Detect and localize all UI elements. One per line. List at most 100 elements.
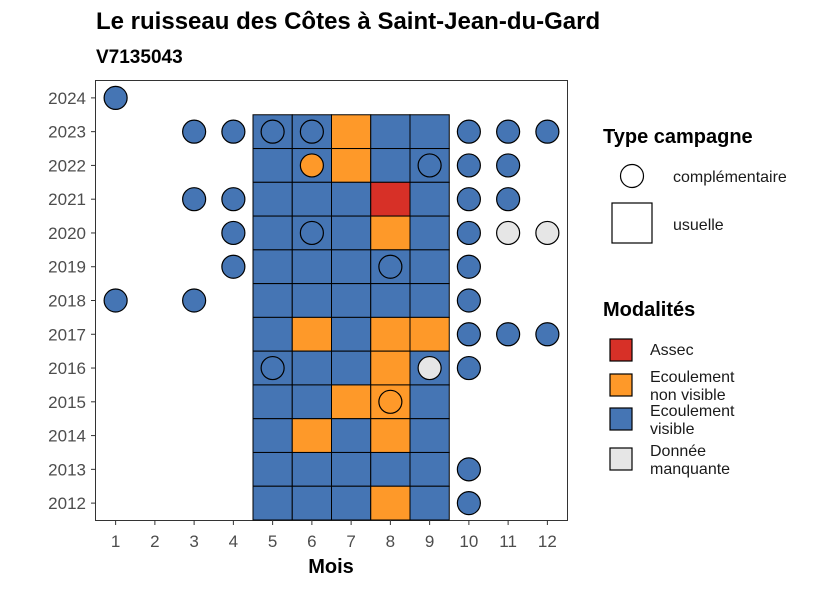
point-2013-10 xyxy=(456,457,481,482)
point-2017-12 xyxy=(535,322,560,347)
legend-label-3: manquante xyxy=(650,461,730,478)
cell-2022-7 xyxy=(331,148,372,183)
cell-2023-9 xyxy=(409,114,450,150)
y-tick-label: 2017 xyxy=(48,325,86,344)
point-2016-5 xyxy=(260,355,285,381)
cell-2014-5 xyxy=(252,418,293,453)
point-2022-9 xyxy=(417,153,442,178)
cell-2015-7 xyxy=(331,384,372,420)
cell-2013-5 xyxy=(252,451,293,487)
x-axis-title: Mois xyxy=(308,556,354,578)
cell-2020-7 xyxy=(331,215,372,251)
cell-2017-6 xyxy=(291,316,332,352)
point-2023-6 xyxy=(299,119,324,144)
cell-2014-7 xyxy=(331,418,372,453)
point-2016-9 xyxy=(417,355,442,381)
point-2021-3 xyxy=(182,187,207,212)
chart-title: Le ruisseau des Côtes à Saint-Jean-du-Ga… xyxy=(96,8,600,35)
y-tick-label: 2023 xyxy=(48,123,86,142)
cell-2021-9 xyxy=(409,181,450,217)
cell-2021-6 xyxy=(291,181,332,217)
y-tick-label: 2022 xyxy=(48,156,86,175)
y-tick-label: 2016 xyxy=(48,359,86,378)
y-tick-label: 2012 xyxy=(48,494,86,513)
cell-2022-5 xyxy=(252,148,293,183)
cell-2021-8 xyxy=(370,181,411,217)
cell-2019-9 xyxy=(409,249,450,285)
cell-2018-7 xyxy=(331,283,372,318)
point-2019-8 xyxy=(378,254,403,279)
point-2021-4 xyxy=(221,187,246,212)
cell-2013-8 xyxy=(370,451,411,487)
cell-2018-9 xyxy=(409,283,450,318)
point-2022-6 xyxy=(299,153,324,178)
cell-2018-6 xyxy=(291,283,332,318)
x-axis: 1 2 3 4 5 6 7 8 9 10 11 12 xyxy=(111,520,557,551)
cell-2020-5 xyxy=(252,215,293,251)
x-tick-label: 11 xyxy=(499,532,517,551)
legend-type-label-1: usuelle xyxy=(673,217,724,234)
point-2019-10 xyxy=(456,254,481,279)
cell-2016-7 xyxy=(331,350,372,386)
cell-2012-8 xyxy=(370,485,411,521)
cell-2023-8 xyxy=(370,114,411,150)
legend-swatch-3 xyxy=(609,447,633,471)
legend-square-symbol xyxy=(611,202,653,244)
y-tick-label: 2014 xyxy=(48,427,86,446)
legend-circle-symbol xyxy=(619,163,645,189)
chart-subtitle: V7135043 xyxy=(96,47,183,68)
point-2019-4 xyxy=(221,254,246,279)
legend-type-campagne: Type campagne complémentaire usuelle xyxy=(603,126,787,244)
legend-type-label-0: complémentaire xyxy=(673,169,787,186)
legend-label-2: Ecoulement xyxy=(650,403,735,420)
point-2017-11 xyxy=(496,322,521,347)
point-2021-11 xyxy=(496,187,521,212)
point-2022-11 xyxy=(496,153,521,178)
point-2012-10 xyxy=(456,491,481,516)
point-2017-10 xyxy=(456,322,481,347)
legend-label-1: Ecoulement xyxy=(650,369,735,386)
point-2023-10 xyxy=(456,119,481,144)
point-2018-1 xyxy=(103,288,128,313)
cell-2016-6 xyxy=(291,350,332,386)
cell-2015-6 xyxy=(291,384,332,420)
cell-2020-8 xyxy=(370,215,411,251)
cell-2019-6 xyxy=(291,249,332,285)
point-2023-3 xyxy=(182,119,207,144)
point-2023-5 xyxy=(260,119,285,144)
cell-2013-7 xyxy=(331,451,372,487)
cell-2013-6 xyxy=(291,451,332,487)
cell-2020-9 xyxy=(409,215,450,251)
cell-2012-7 xyxy=(331,485,372,521)
cell-2012-6 xyxy=(291,485,332,521)
x-tick-label: 5 xyxy=(268,532,277,551)
cell-2019-7 xyxy=(331,249,372,285)
y-tick-label: 2021 xyxy=(48,190,86,209)
legend-label-1: non visible xyxy=(650,387,726,404)
legend-swatch-2 xyxy=(609,407,633,431)
cell-2016-8 xyxy=(370,350,411,386)
point-2018-10 xyxy=(456,288,481,313)
point-2024-1 xyxy=(103,85,128,110)
x-tick-label: 3 xyxy=(189,532,198,551)
cell-2017-9 xyxy=(409,316,450,352)
cell-2018-5 xyxy=(252,283,293,318)
x-tick-label: 4 xyxy=(229,532,238,551)
point-2020-10 xyxy=(456,220,481,246)
cell-2012-5 xyxy=(252,485,293,521)
y-tick-label: 2019 xyxy=(48,258,86,277)
legend-modalites-title: Modalités xyxy=(603,299,695,321)
cell-2017-7 xyxy=(331,316,372,352)
cell-2015-9 xyxy=(409,384,450,420)
cell-2022-8 xyxy=(370,148,411,183)
x-tick-label: 1 xyxy=(111,532,120,551)
point-2023-4 xyxy=(221,119,246,144)
legend-type-title: Type campagne xyxy=(603,126,753,148)
x-tick-label: 6 xyxy=(307,532,316,551)
y-axis: 2012 2013 2014 2015 2016 2017 2018 2019 2020 2021… xyxy=(48,89,96,513)
point-2016-10 xyxy=(456,355,481,381)
y-tick-label: 2024 xyxy=(48,89,86,108)
usuelle-cells xyxy=(252,114,450,521)
